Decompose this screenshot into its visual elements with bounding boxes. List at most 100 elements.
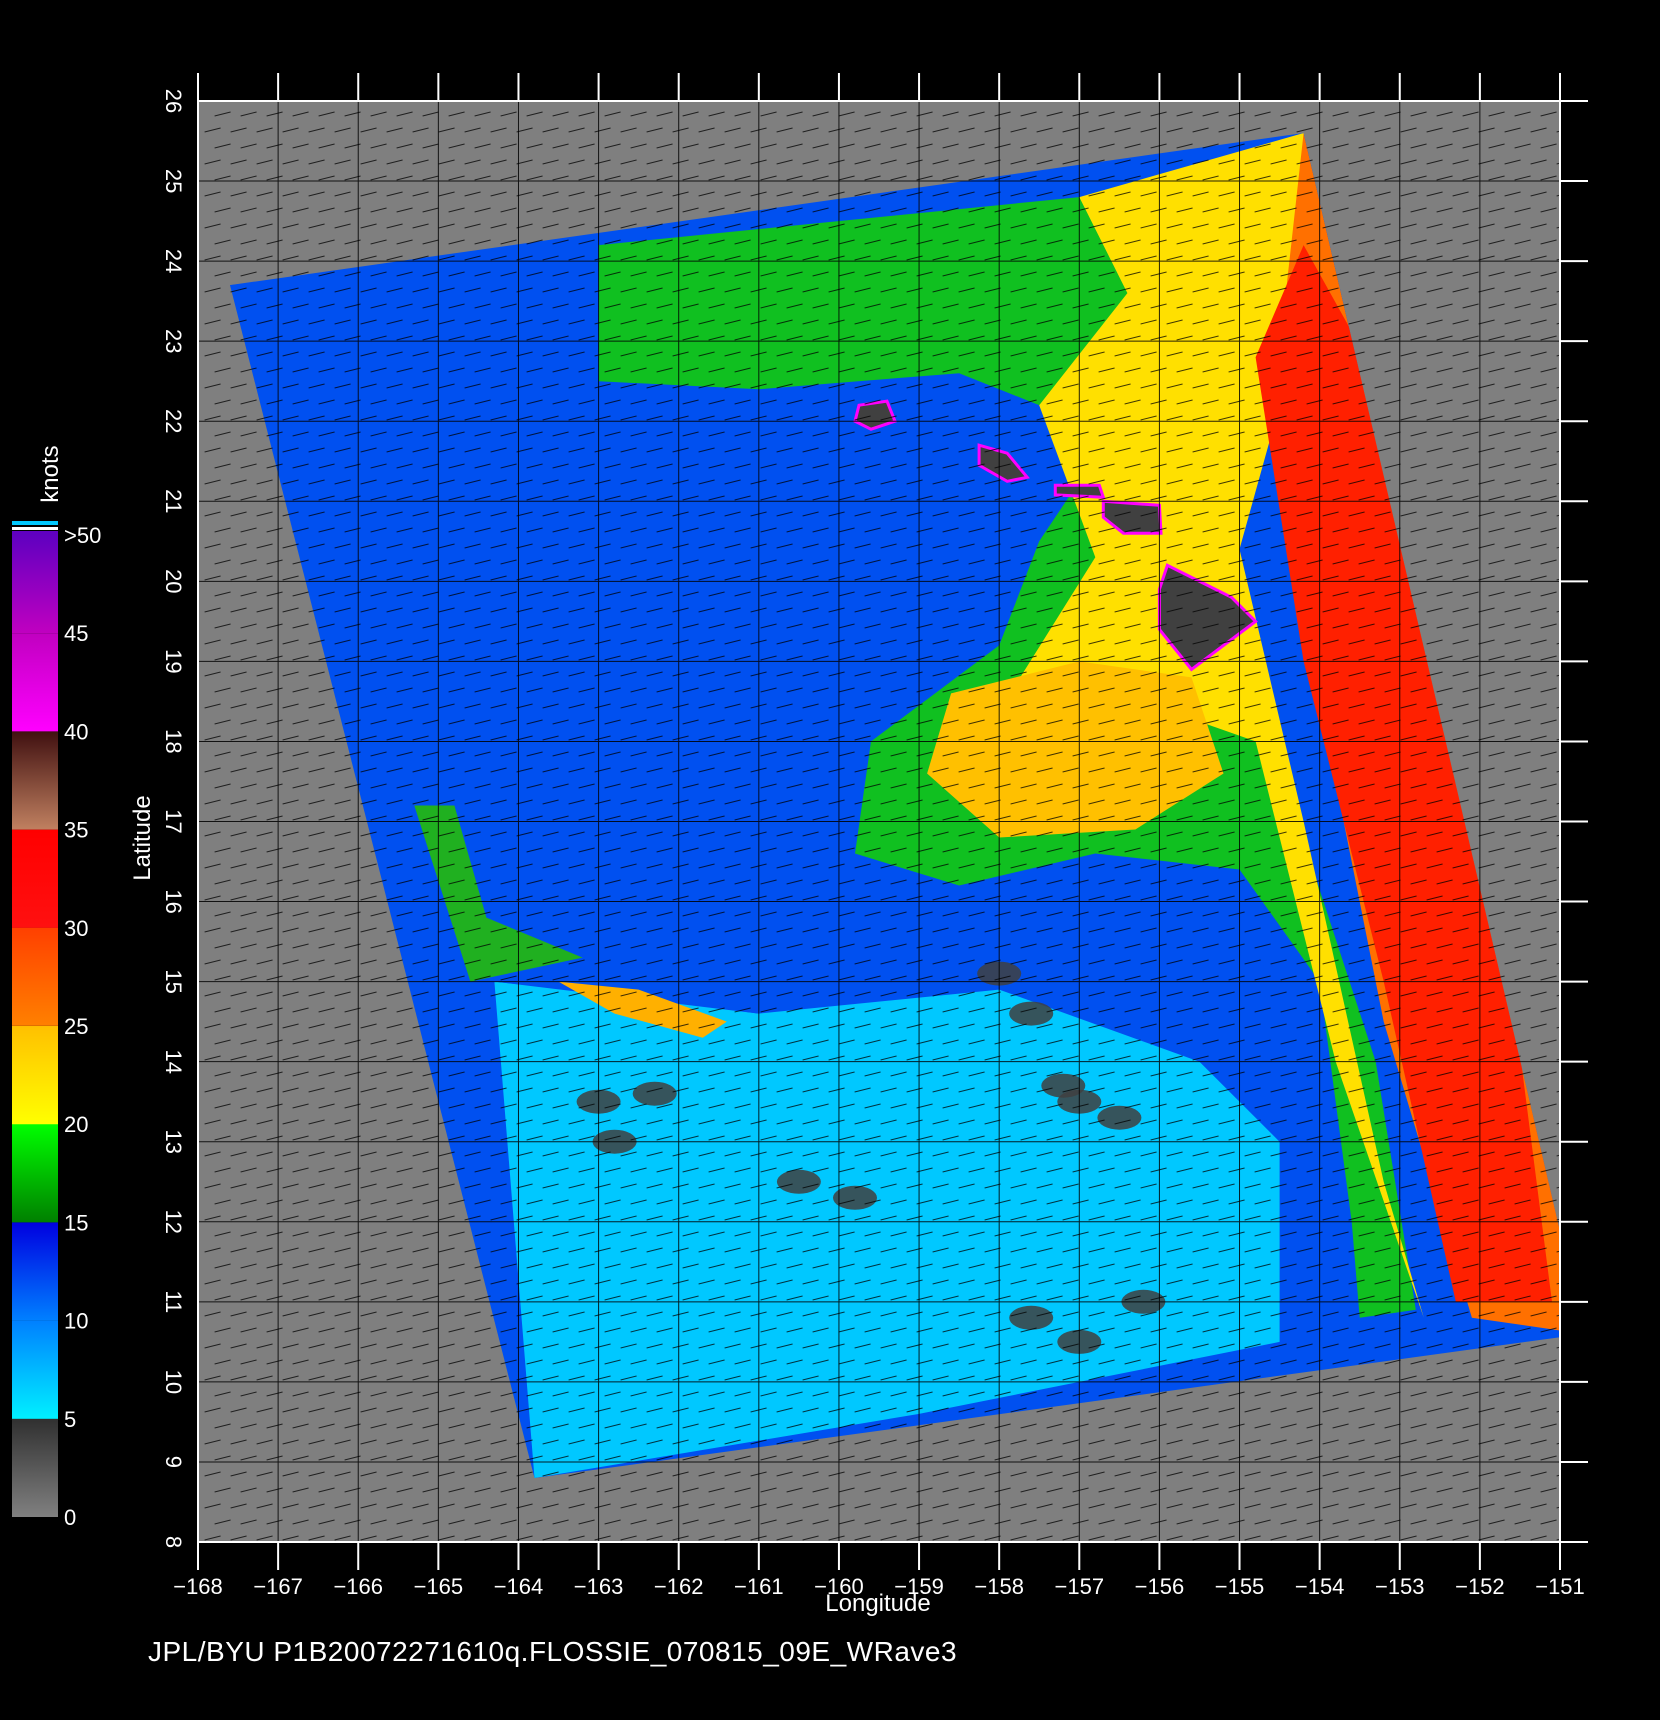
wind-barb	[266, 847, 283, 853]
wind-barb	[500, 1167, 517, 1173]
wind-barb	[422, 111, 439, 117]
wind-barb	[630, 815, 647, 821]
wind-barb	[1348, 1151, 1365, 1157]
wind-barb	[1374, 927, 1391, 933]
wind-barb	[656, 1167, 673, 1173]
wind-barb	[490, 671, 507, 677]
wind-barb	[386, 1535, 403, 1541]
wind-barb	[1322, 1119, 1339, 1125]
wind-barb	[1192, 287, 1209, 293]
wind-barb	[422, 1007, 439, 1013]
wind-barb	[1280, 815, 1297, 821]
wind-barb	[1062, 383, 1079, 389]
wind-barb	[1296, 319, 1313, 325]
wind-barb	[266, 911, 283, 917]
wind-barb	[942, 943, 959, 949]
wind-barb	[1010, 1407, 1027, 1413]
wind-barb	[204, 1055, 221, 1061]
wind-barb	[890, 655, 907, 661]
wind-barb	[1374, 255, 1391, 261]
wind-barb	[724, 831, 741, 837]
wind-barb	[204, 351, 221, 357]
wind-barb	[1488, 1135, 1505, 1141]
wind-barb	[776, 1407, 793, 1413]
wind-barb	[230, 927, 247, 933]
wind-barb	[1114, 383, 1131, 389]
wind-barb	[1218, 1119, 1235, 1125]
wind-barb	[464, 1439, 481, 1445]
wind-barb	[516, 1407, 533, 1413]
wind-barb	[838, 495, 855, 501]
wind-barb	[1322, 735, 1339, 741]
wind-barb	[1400, 191, 1417, 197]
wind-barb	[1296, 1119, 1313, 1125]
wind-barb	[776, 415, 793, 421]
wind-barb	[1280, 1455, 1297, 1461]
wind-barb	[708, 335, 725, 341]
wind-barb	[906, 543, 923, 549]
wind-barb	[620, 639, 637, 645]
wind-barb	[1166, 1247, 1183, 1253]
wind-barb	[266, 271, 283, 277]
wind-barb	[386, 639, 403, 645]
wind-barb	[776, 319, 793, 325]
wind-barb	[1192, 703, 1209, 709]
wind-barb	[1488, 783, 1505, 789]
wind-barb	[526, 111, 543, 117]
wind-barb	[1228, 399, 1245, 405]
wind-barb	[1478, 127, 1495, 133]
wind-barb	[1036, 1055, 1053, 1061]
wind-barb	[984, 735, 1001, 741]
wind-barb	[282, 831, 299, 837]
wind-barb	[630, 719, 647, 725]
wind-barb	[828, 1343, 845, 1349]
wind-barb	[1010, 127, 1027, 133]
wind-barb	[1202, 271, 1219, 277]
wind-barb	[1567, 304, 1583, 308]
wind-barb	[786, 687, 803, 693]
wind-barb	[828, 287, 845, 293]
wind-barb	[1296, 959, 1313, 965]
wind-barb	[958, 575, 975, 581]
wind-barb	[1228, 1327, 1245, 1333]
wind-barb	[604, 303, 621, 309]
wind-barb	[500, 1455, 517, 1461]
wind-barb	[1322, 127, 1339, 133]
wind-barb	[984, 863, 1001, 869]
wind-barb	[240, 175, 257, 181]
wind-barb	[958, 1503, 975, 1509]
wind-barb	[1088, 991, 1105, 997]
wind-barb	[1244, 511, 1261, 517]
wind-barb	[1478, 479, 1495, 485]
wind-barb	[656, 1007, 673, 1013]
wind-barb	[1098, 271, 1115, 277]
wind-barb	[1114, 895, 1131, 901]
wind-barb	[864, 431, 881, 437]
wind-barb	[604, 911, 621, 917]
lat-tick-label: 13	[161, 1129, 186, 1153]
wind-barb	[1358, 559, 1375, 565]
wind-barb	[516, 799, 533, 805]
wind-barb	[282, 639, 299, 645]
wind-barb	[1046, 879, 1063, 885]
wind-barb	[490, 319, 507, 325]
wind-barb	[256, 159, 273, 165]
wind-barb	[1088, 895, 1105, 901]
wind-barb	[724, 1247, 741, 1253]
wind-barb	[516, 1247, 533, 1253]
wind-barb	[230, 1279, 247, 1285]
wind-barb	[828, 351, 845, 357]
wind-barb	[360, 863, 377, 869]
wind-barb	[1410, 719, 1427, 725]
wind-barb	[994, 1327, 1011, 1333]
wind-barb	[968, 1327, 985, 1333]
wind-barb	[1296, 159, 1313, 165]
wind-barb	[474, 239, 491, 245]
wind-barb	[1140, 1215, 1157, 1221]
wind-barb	[1514, 687, 1531, 693]
wind-barb	[734, 1039, 751, 1045]
wind-barb	[542, 1471, 559, 1477]
wind-barb	[1202, 175, 1219, 181]
wind-barb	[266, 815, 283, 821]
wind-barb	[292, 783, 309, 789]
